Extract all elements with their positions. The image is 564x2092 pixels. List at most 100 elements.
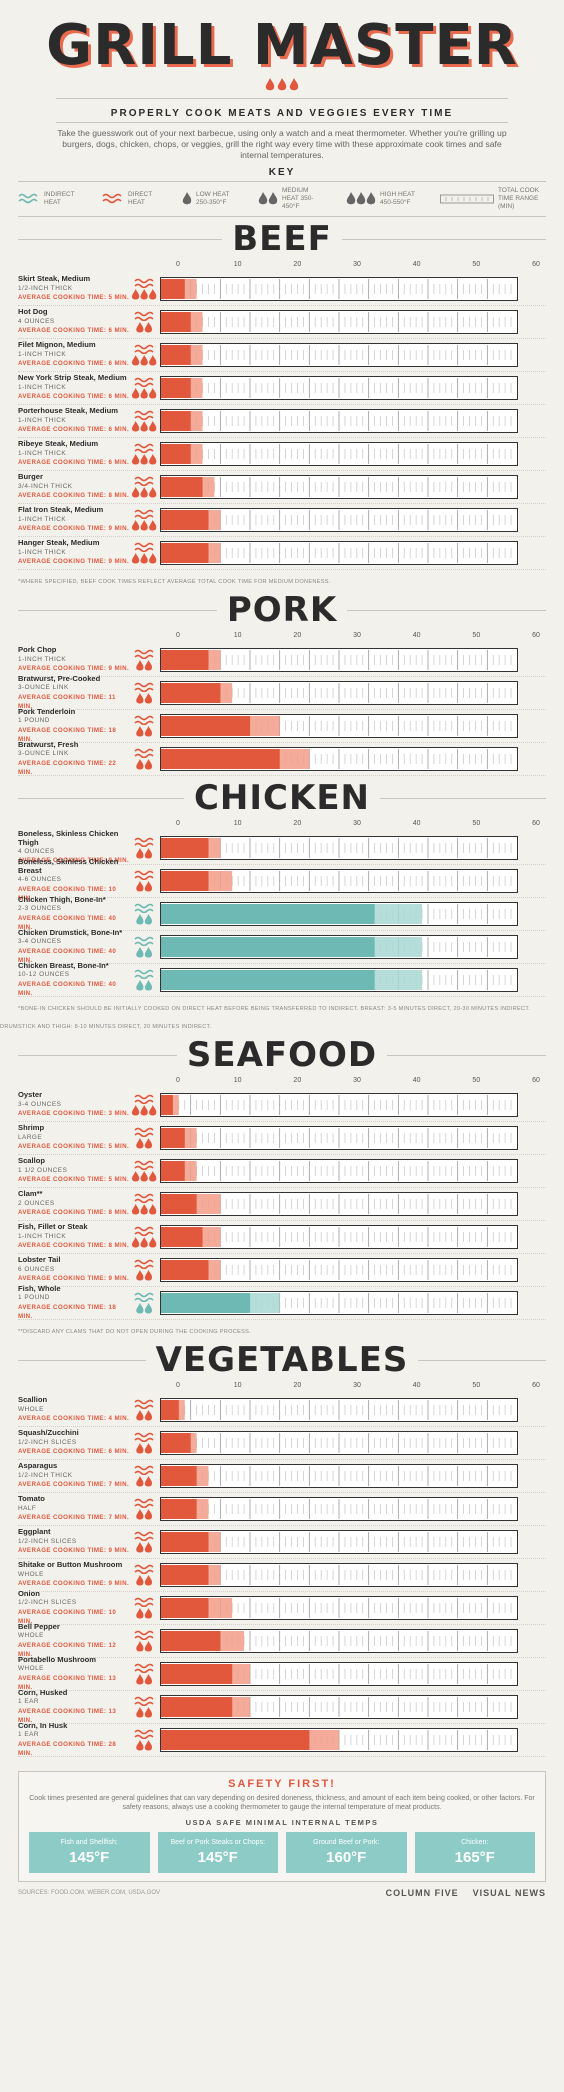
bar-chart-row [160,714,518,738]
item-size: 1 POUND [18,1294,50,1302]
item-size: 1-INCH THICK [18,655,67,663]
legend-low: LOW HEAT 250-350°F [182,191,234,207]
item-size: 1-INCH THICK [18,1232,67,1240]
flames-icon [136,758,153,769]
bar-chart-row [160,1093,518,1117]
direct-heat-icon [134,1630,154,1640]
chart-row: Chicken Breast, Bone-In* 10-12 OUNCES AVER… [18,962,546,997]
header: GRILL MASTER PROPERLY COOK MEATS AND VEG… [0,0,564,161]
min-time-bar [161,477,203,497]
flame-icon [144,1607,153,1618]
item-size: 3-4 OUNCES [18,938,62,946]
row-label: Chicken Drumstick, Bone-In* 3-4 OUNCES AVE… [18,929,130,966]
bar-chart-row [160,1192,518,1216]
flames-icon [131,1104,157,1115]
heat-icons [130,443,160,466]
legend-low-label: LOW HEAT 250-350°F [196,191,230,206]
min-time-bar [161,871,209,891]
row-label: Lobster Tail 6 OUNCES AVERAGE COOKING TIME… [18,1256,130,1283]
column-five-logo[interactable]: COLUMN FIVE [385,1888,459,1898]
row-label: Tomato HALF AVERAGE COOKING TIME: 7 MIN. [18,1495,130,1522]
bar-chart-row [160,1291,518,1315]
chart-row: Lobster Tail 6 OUNCES AVERAGE COOKING TIME… [18,1254,546,1287]
item-name: Lobster Tail [18,1256,61,1265]
flames-icon [136,1673,153,1684]
row-label: Fish, Whole 1 POUND AVERAGE COOKING TIME: … [18,1285,130,1322]
chart-row: Bratwurst, Fresh 3-OUNCE LINK AVERAGE COOK… [18,741,546,776]
item-size: 4 OUNCES [18,848,55,855]
flame-icon [136,1706,144,1717]
bar-chart-row [160,747,518,771]
chart-row: Pork Chop 1-INCH THICK AVERAGE COOKING TIM… [18,644,546,677]
section-title: BEEF [0,217,564,261]
flames-icon [136,1706,153,1717]
item-average-time: AVERAGE COOKING TIME: 6 MIN. [18,360,130,368]
item-size: WHOLE [18,1632,44,1640]
section-title: CHICKEN [0,776,564,820]
tick-label: 60 [532,261,540,268]
bar-chart-row [160,1662,518,1686]
tick-label: 60 [532,632,540,639]
min-time-bar [161,904,375,924]
row-label: Hot Dog 4 OUNCES AVERAGE COOKING TIME: 6 M… [18,308,130,335]
heat-icons [130,344,160,367]
tick-label: 20 [293,1077,302,1084]
chart-row: Corn, In Husk 1 EAR AVERAGE COOKING TIME: … [18,1722,546,1757]
item-average-time: AVERAGE COOKING TIME: 6 MIN. [18,393,130,401]
flames-icon [131,486,157,497]
heat-icons [130,837,160,860]
flame-icon [144,321,153,332]
legend-indirect-label: INDIRECT HEAT [44,191,75,206]
bar-track [160,308,518,336]
bar-track [160,407,518,435]
flame-icon [149,519,157,530]
temp-value: 165°F [454,1849,495,1866]
chart-row: Burger 3/4-INCH THICK AVERAGE COOKING TIME… [18,471,546,504]
min-time-bar [161,1161,185,1181]
legend-title: KEY [268,167,296,178]
min-time-bar [161,510,209,530]
item-average-time: AVERAGE COOKING TIME: 8 MIN. [18,1242,130,1250]
item-average-time: AVERAGE COOKING TIME: 13 MIN. [18,1707,117,1724]
bar-chart-row [160,1464,518,1488]
min-time-bar [161,378,191,398]
direct-heat-icon [134,1696,154,1706]
item-size: 1/2-INCH SLICES [18,1537,77,1545]
item-average-time: AVERAGE COOKING TIME: 18 MIN. [18,1303,117,1320]
min-time-bar [161,1499,197,1519]
flame-icon [136,1508,144,1519]
flame-icon [149,288,157,299]
heat-icons [130,715,160,738]
item-average-time: AVERAGE COOKING TIME: 8 MIN. [18,1209,130,1217]
flame-icon [136,659,144,670]
item-average-time: AVERAGE COOKING TIME: 40 MIN. [18,980,117,997]
item-average-time: AVERAGE COOKING TIME: 4 MIN. [18,1415,130,1423]
heat-icons [130,1259,160,1282]
flames-icon [136,1475,153,1486]
tick-label: 60 [532,820,540,827]
bar-chart-row [160,968,518,992]
min-time-bar [161,1194,197,1214]
heat-icons [130,1696,160,1719]
bar-chart-row [160,1398,518,1422]
min-time-bar [161,1293,250,1313]
tick-label: 50 [472,261,481,268]
legend-direct: DIRECT HEAT [102,191,158,207]
tick-label: 60 [532,1077,540,1084]
flame-icon [140,1203,148,1214]
x-axis: 0 10 20 30 40 50 60 [176,1382,540,1394]
heat-icons [130,936,160,959]
flames-icon [136,1739,153,1750]
item-average-time: AVERAGE COOKING TIME: 18 MIN. [18,726,117,743]
chart-sections: BEEF 0 10 20 30 40 50 60 Skirt Steak, Medium 1/2-… [0,217,564,1757]
heat-icons [130,682,160,705]
flames-icon [136,979,153,990]
direct-heat-icon [134,682,154,692]
min-time-bar [161,1400,179,1420]
flame-icon [140,420,148,431]
item-size: LARGE [18,1133,43,1141]
visual-news-logo[interactable]: VISUAL NEWS [472,1888,546,1898]
item-average-time: AVERAGE COOKING TIME: 11 MIN. [18,693,116,710]
direct-heat-icon [134,715,154,725]
bar-chart-row [160,1225,518,1249]
